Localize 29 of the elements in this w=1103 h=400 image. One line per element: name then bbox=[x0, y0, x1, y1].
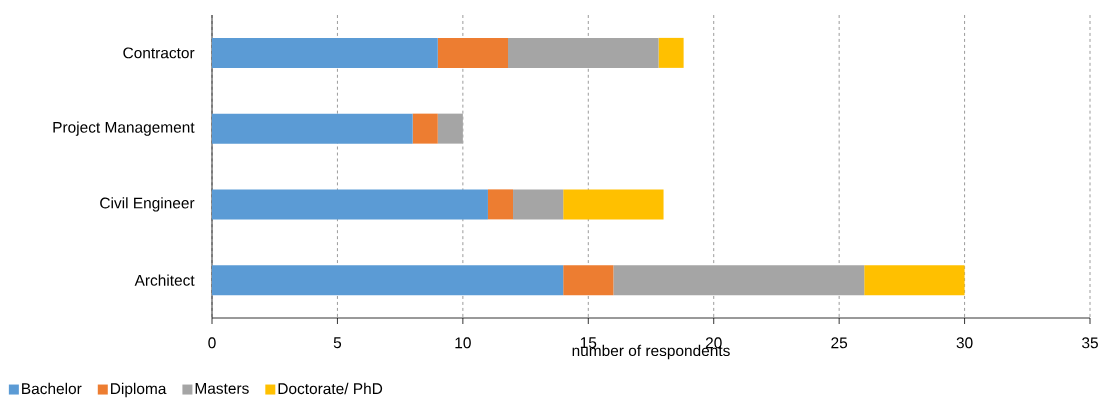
x-tick-label: 10 bbox=[455, 337, 471, 349]
legend-label: Doctorate/ PhD bbox=[278, 382, 383, 395]
bar bbox=[658, 37, 684, 68]
y-tick-label: Architect bbox=[134, 274, 195, 286]
bar bbox=[437, 37, 509, 68]
bar bbox=[487, 189, 514, 220]
bar bbox=[412, 113, 438, 144]
bar bbox=[508, 37, 659, 68]
y-tick-label: Project Management bbox=[53, 121, 195, 136]
bar bbox=[437, 113, 463, 144]
bar bbox=[513, 189, 564, 220]
y-tick-label: Civil Engineer bbox=[100, 197, 195, 212]
legend-label: Bachelor bbox=[22, 382, 82, 395]
x-tick-label: 35 bbox=[1082, 337, 1098, 349]
x-tick-label: 0 bbox=[208, 337, 216, 349]
bar bbox=[613, 265, 865, 296]
x-tick-label: 5 bbox=[333, 337, 342, 349]
bar bbox=[212, 113, 413, 144]
bar bbox=[563, 265, 614, 296]
bar bbox=[212, 265, 564, 296]
x-tick-label: 30 bbox=[956, 337, 973, 349]
bar bbox=[212, 37, 438, 68]
bar bbox=[212, 189, 488, 220]
bar bbox=[563, 189, 664, 220]
bar bbox=[864, 265, 965, 296]
legend-label: Diploma bbox=[111, 382, 167, 398]
y-tick-label: Contractor bbox=[123, 47, 195, 59]
x-tick-label: 25 bbox=[831, 337, 848, 349]
legend-label: Masters bbox=[195, 383, 249, 394]
